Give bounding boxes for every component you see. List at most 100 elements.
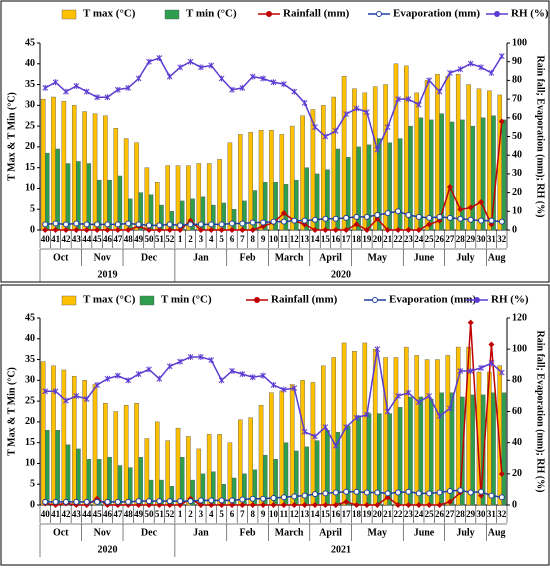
legend-swatch (372, 297, 378, 303)
panel-border (0, 284, 550, 566)
bar (480, 117, 486, 231)
bar (262, 182, 268, 231)
marker (229, 86, 235, 93)
marker (104, 221, 111, 228)
month-label: March (275, 252, 304, 263)
legend-swatch (494, 11, 500, 17)
marker (457, 66, 464, 73)
bar (491, 392, 496, 506)
marker (239, 84, 246, 91)
x-tick-label: 21 (383, 234, 393, 244)
bar (321, 105, 326, 231)
month-label: April (319, 527, 342, 538)
marker (218, 227, 225, 233)
y-tick-label: 30 (25, 375, 35, 386)
bar (206, 434, 212, 506)
bar (283, 184, 289, 231)
legend-swatch (61, 295, 77, 306)
marker (73, 392, 80, 399)
marker (270, 218, 277, 225)
marker (208, 227, 215, 233)
marker (457, 206, 464, 213)
x-tick-label: 1 (178, 234, 183, 244)
bar (134, 402, 139, 506)
y2-tick-label: 0 (512, 499, 517, 510)
marker (374, 146, 381, 153)
x-tick-label: 4 (209, 509, 214, 519)
bar (424, 80, 430, 231)
marker (42, 388, 49, 395)
marker (52, 227, 59, 233)
x-tick-label: 5 (219, 509, 224, 519)
bar (300, 115, 305, 231)
legend-swatch (139, 295, 155, 306)
marker (415, 490, 422, 497)
x-tick-label: 21 (383, 509, 393, 519)
x-tick-label: 50 (144, 234, 154, 244)
bar (165, 165, 170, 231)
marker (322, 215, 329, 222)
x-tick-label: 9 (261, 509, 266, 519)
marker (343, 111, 349, 118)
year-label: 2021 (331, 544, 351, 555)
marker (239, 220, 246, 227)
bar (470, 394, 476, 506)
x-tick-label: 14 (311, 509, 321, 519)
marker (218, 502, 225, 508)
marker (332, 502, 339, 508)
y-axis-label: T Max & T Min (°C) (6, 367, 17, 456)
x-tick-label: 50 (144, 509, 154, 519)
marker (187, 498, 194, 505)
x-tick-label: 49 (134, 509, 144, 519)
marker (166, 221, 173, 228)
marker (187, 353, 194, 360)
marker (177, 358, 183, 365)
marker (415, 502, 422, 508)
x-tick-label: 10 (269, 234, 279, 244)
x-tick-label: 45 (93, 234, 103, 244)
marker (94, 382, 100, 389)
marker (405, 96, 412, 103)
year-label: 2020 (331, 269, 351, 280)
bar (435, 359, 440, 506)
month-label: April (319, 252, 342, 263)
legend-swatch (266, 11, 272, 17)
marker (467, 204, 474, 211)
marker (145, 227, 152, 233)
bar (65, 444, 71, 506)
marker (135, 75, 142, 82)
bar (113, 127, 119, 231)
x-tick-label: 19 (362, 509, 372, 519)
bar (321, 365, 326, 506)
legend-label: T min (°C) (186, 8, 237, 20)
marker (405, 389, 412, 396)
x-tick-label: 31 (487, 509, 497, 519)
marker (228, 220, 235, 227)
bar (476, 88, 482, 231)
bar (501, 119, 507, 231)
x-tick-label: 51 (155, 509, 165, 519)
marker (343, 424, 349, 431)
bar (414, 355, 419, 506)
marker (312, 491, 319, 498)
month-label: Oct (53, 527, 69, 538)
marker (498, 494, 505, 501)
marker (436, 213, 443, 220)
y2-tick-label: 60 (512, 112, 522, 123)
marker (478, 198, 485, 205)
bar (103, 402, 108, 506)
x-tick-label: 1 (178, 509, 183, 519)
marker (249, 495, 256, 502)
marker (488, 69, 495, 76)
bar (383, 357, 388, 506)
marker (52, 220, 59, 227)
x-tick-label: 19 (362, 234, 372, 244)
bar (76, 161, 81, 231)
bar (397, 138, 403, 231)
y2-tick-label: 20 (512, 468, 522, 479)
bar (51, 96, 56, 231)
y2-tick-label: 50 (512, 131, 522, 142)
y2-tick-label: 100 (512, 37, 527, 48)
marker (301, 99, 308, 106)
marker (114, 86, 121, 93)
